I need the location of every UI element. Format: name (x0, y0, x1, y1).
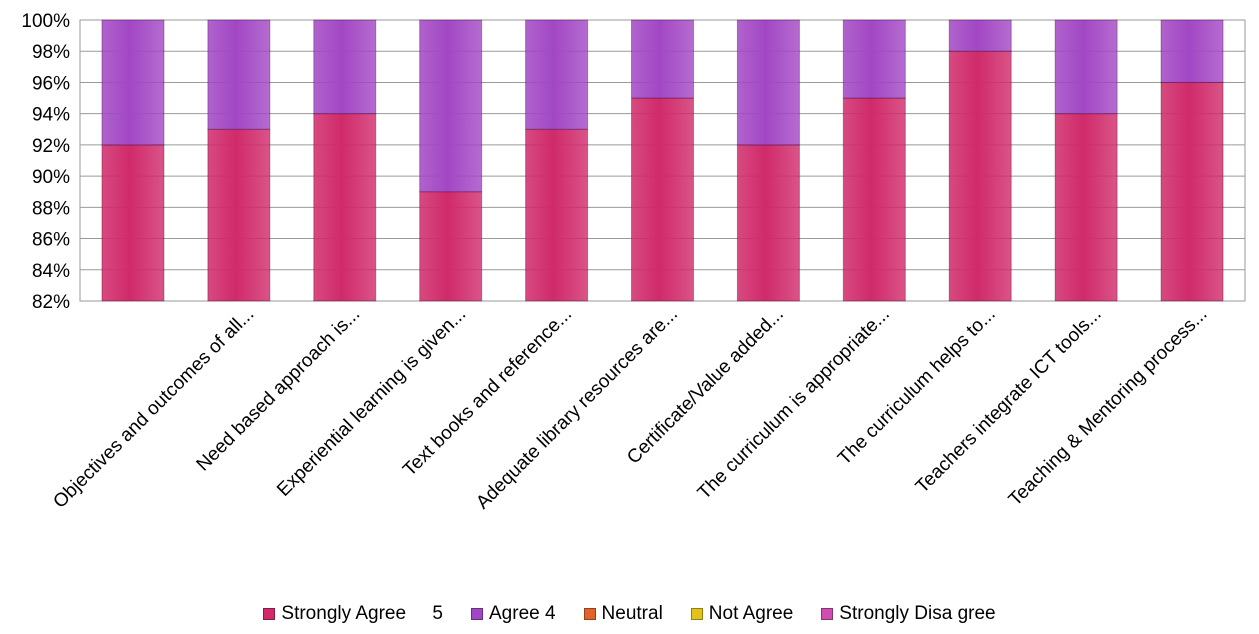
bar-segment (419, 19, 483, 193)
legend-item: Agree 4 (471, 603, 556, 625)
y-tick-label: 92% (32, 136, 70, 157)
bar-segment (948, 19, 1012, 52)
legend-swatch (263, 608, 276, 620)
stacked-bar-chart: 82% 84% 86% 88% 90% 92% 94% 96% 98% 100% Objective… (21, 11, 1246, 514)
x-tick-label: Teaching & Mentoring process... (1005, 304, 1212, 511)
bar-segment (207, 128, 271, 302)
y-tick-label: 98% (32, 42, 70, 63)
bar-segment (525, 128, 589, 302)
x-tick-label: Objectives and outcomes of all... (49, 304, 258, 513)
bar-segment (419, 191, 483, 302)
bar-segment (842, 19, 906, 99)
bar-segment (313, 113, 377, 302)
legend-item: Neutral (583, 603, 663, 625)
y-tick-label: 84% (32, 261, 70, 282)
bar-segment (525, 19, 589, 130)
x-tick-label: Adequate library resources are... (472, 304, 682, 514)
x-tick-label: The curriculum is appropriate... (694, 304, 894, 504)
y-tick-label: 86% (32, 230, 70, 251)
legend-swatch (821, 608, 834, 620)
x-tick-label: Experiential learning is given... (273, 304, 470, 501)
bar-segment (1054, 19, 1118, 115)
bar-segment (1160, 81, 1224, 302)
y-tick-label: 82% (32, 292, 70, 313)
bar-segment (736, 19, 800, 146)
legend-item: Strongly Disa gree (821, 603, 996, 625)
bar-segment (948, 50, 1012, 302)
bar-segment (736, 144, 800, 302)
legend-swatch (471, 608, 483, 620)
y-tick-label: 88% (32, 198, 70, 219)
bar-segment (101, 144, 165, 302)
legend: Strongly Agree 5 Agree 4 Neutral Not Agree S… (0, 600, 1259, 628)
legend-label: Strongly Agree 5 (281, 603, 443, 624)
y-tick-label: 96% (32, 73, 70, 94)
x-tick-label: Teachers integrate ICT tools... (912, 304, 1106, 498)
legend-label: Strongly Disa gree (839, 603, 996, 624)
bar-segment (842, 97, 906, 302)
bar-segment (101, 19, 165, 146)
bar-segment (207, 19, 271, 130)
y-tick-label: 94% (32, 105, 70, 126)
legend-label: Agree 4 (489, 603, 556, 624)
bar-segment (631, 97, 694, 302)
y-tick-label: 90% (32, 167, 70, 188)
legend-item: Strongly Agree 5 (263, 603, 443, 625)
x-tick-label: Text books and reference... (399, 304, 576, 481)
y-tick-label: 100% (21, 11, 70, 32)
bar-segment (313, 19, 377, 115)
bar-segment (631, 19, 694, 99)
bar-segment (1160, 19, 1224, 83)
legend-label: Neutral (601, 603, 663, 624)
legend-label: Not Agree (708, 603, 794, 624)
legend-swatch (690, 608, 703, 620)
legend-swatch (583, 608, 596, 620)
legend-item: Not Agree (690, 603, 794, 625)
bar-segment (1054, 113, 1118, 302)
